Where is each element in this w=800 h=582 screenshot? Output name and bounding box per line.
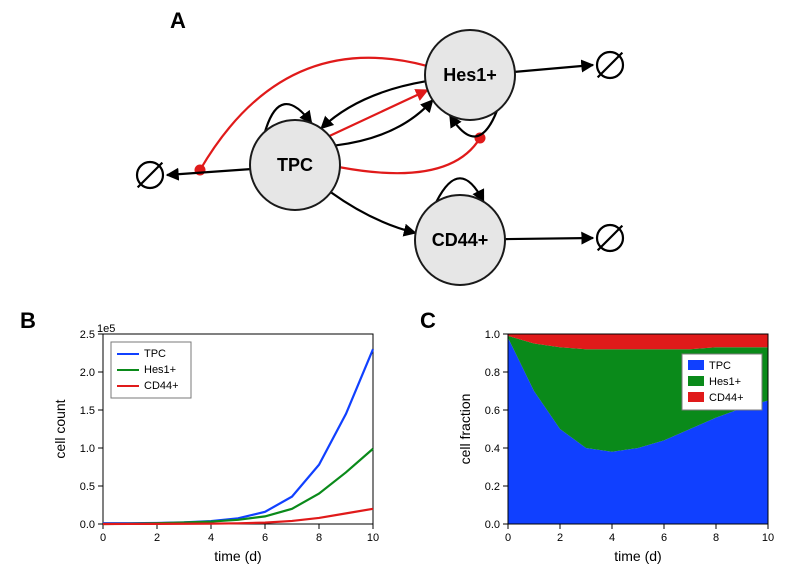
svg-text:2: 2 — [154, 532, 160, 544]
chart-C: 0 2 4 6 8 10 0.0 0.2 0.4 0.6 0.8 1.0 time (d) cell fr… — [457, 329, 774, 564]
figure-svg: TPC Hes1+ CD44+ 0 2 4 6 8 10 0.0 0.5 1.0 1.5 2.0 2.5 ti… — [0, 0, 800, 582]
svg-text:8: 8 — [713, 532, 719, 544]
svg-text:0.6: 0.6 — [485, 405, 500, 417]
svg-text:TPC: TPC — [277, 155, 313, 175]
svg-text:time (d): time (d) — [214, 548, 261, 564]
svg-text:0.0: 0.0 — [485, 519, 500, 531]
svg-text:1.0: 1.0 — [485, 329, 500, 341]
svg-text:Hes1+: Hes1+ — [709, 376, 741, 388]
svg-text:CD44+: CD44+ — [709, 392, 744, 404]
svg-text:CD44+: CD44+ — [144, 380, 179, 392]
svg-text:cell count: cell count — [52, 399, 68, 458]
svg-text:1.0: 1.0 — [80, 443, 95, 455]
svg-text:2: 2 — [557, 532, 563, 544]
svg-text:6: 6 — [661, 532, 667, 544]
svg-text:time (d): time (d) — [614, 548, 661, 564]
svg-text:Hes1+: Hes1+ — [443, 65, 497, 85]
svg-text:6: 6 — [262, 532, 268, 544]
svg-text:10: 10 — [367, 532, 379, 544]
svg-text:TPC: TPC — [709, 360, 731, 372]
svg-text:8: 8 — [316, 532, 322, 544]
svg-text:1.5: 1.5 — [80, 405, 95, 417]
svg-text:0: 0 — [505, 532, 511, 544]
svg-text:0.2: 0.2 — [485, 481, 500, 493]
svg-text:0.8: 0.8 — [485, 367, 500, 379]
svg-text:2.0: 2.0 — [80, 367, 95, 379]
chart-B: 0 2 4 6 8 10 0.0 0.5 1.0 1.5 2.0 2.5 time (d) cell co… — [52, 323, 379, 564]
svg-text:0: 0 — [100, 532, 106, 544]
svg-text:0.4: 0.4 — [485, 443, 500, 455]
svg-text:1e5: 1e5 — [97, 323, 115, 335]
svg-text:CD44+: CD44+ — [432, 230, 489, 250]
series-CD44 — [103, 509, 373, 524]
svg-text:0.0: 0.0 — [80, 519, 95, 531]
svg-text:0.5: 0.5 — [80, 481, 95, 493]
svg-text:4: 4 — [609, 532, 615, 544]
svg-text:10: 10 — [762, 532, 774, 544]
svg-text:cell fraction: cell fraction — [457, 394, 473, 465]
svg-text:4: 4 — [208, 532, 214, 544]
svg-text:Hes1+: Hes1+ — [144, 364, 176, 376]
svg-text:TPC: TPC — [144, 348, 166, 360]
series-Hes1 — [103, 449, 373, 524]
svg-text:2.5: 2.5 — [80, 329, 95, 341]
